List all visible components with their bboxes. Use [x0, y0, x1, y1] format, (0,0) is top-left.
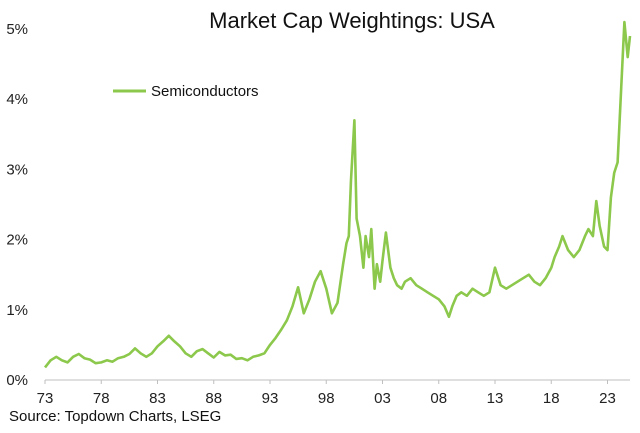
- x-tick-label: 03: [374, 390, 391, 407]
- y-tick-label: 1%: [6, 302, 28, 319]
- source-note: Source: Topdown Charts, LSEG: [9, 408, 221, 425]
- legend: Semiconductors: [113, 83, 259, 100]
- series-line-semiconductors: [43, 20, 632, 369]
- y-tick-label: 5%: [6, 21, 28, 38]
- x-tick-label: 18: [543, 390, 560, 407]
- x-tick-label: 98: [318, 390, 335, 407]
- x-tick-label: 23: [599, 390, 616, 407]
- y-tick-label: 3%: [6, 161, 28, 178]
- x-tick-label: 78: [93, 390, 110, 407]
- x-tick-label: 13: [487, 390, 504, 407]
- x-axis-ticks: 73 78 83 88 93 98 03 08 13 18 23: [37, 380, 616, 407]
- chart-title: Market Cap Weightings: USA: [209, 8, 495, 33]
- legend-label-semiconductors: Semiconductors: [151, 83, 259, 100]
- x-tick-label: 08: [430, 390, 447, 407]
- y-tick-label: 2%: [6, 232, 28, 249]
- x-tick-label: 73: [37, 390, 54, 407]
- y-tick-label: 0%: [6, 372, 28, 389]
- x-tick-label: 88: [205, 390, 222, 407]
- x-tick-label: 93: [262, 390, 279, 407]
- x-tick-label: 83: [149, 390, 166, 407]
- y-tick-label: 4%: [6, 91, 28, 108]
- y-axis-ticks: 0% 1% 2% 3% 4% 5%: [6, 21, 28, 389]
